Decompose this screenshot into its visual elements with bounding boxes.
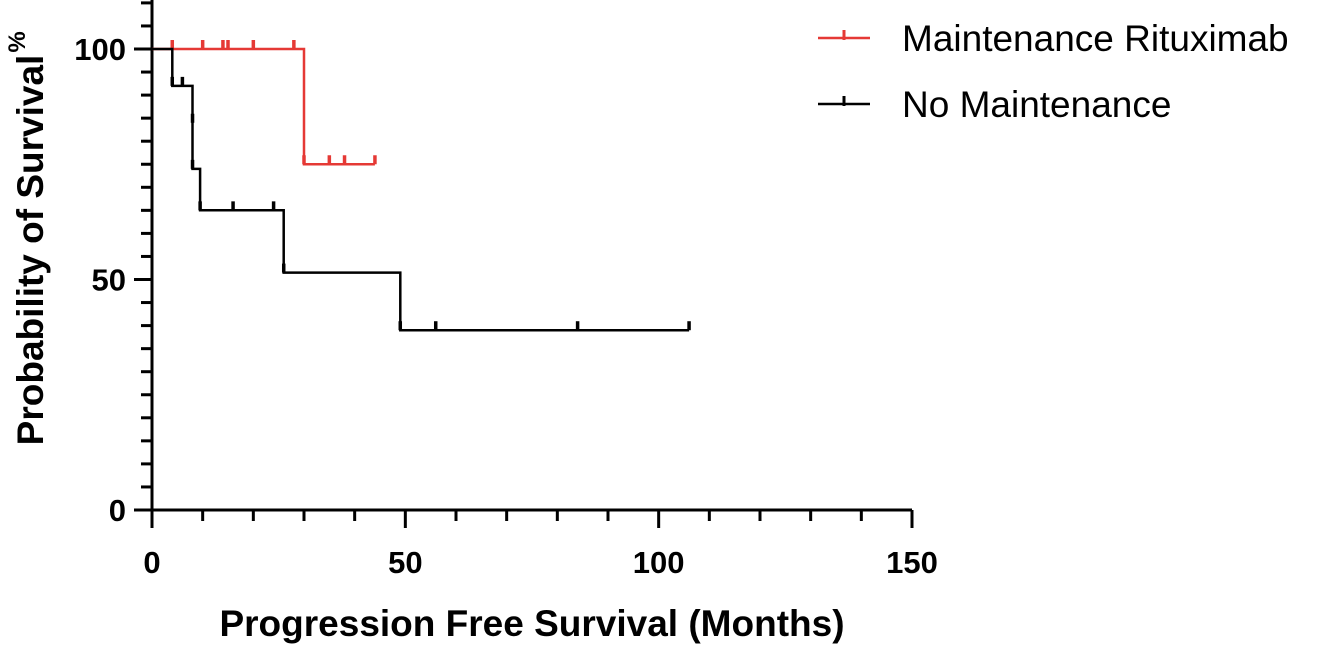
x-axis-title: Progression Free Survival (Months): [219, 603, 844, 644]
survival-curve-no-maintenance: [152, 47, 690, 332]
y-tick-label: 0: [109, 493, 126, 528]
y-tick-label: 100: [74, 32, 126, 67]
x-tick-label: 100: [633, 545, 685, 580]
legend: Maintenance Rituximab No Maintenance: [818, 18, 1289, 125]
legend-item-maintenance-rituximab[interactable]: Maintenance Rituximab: [818, 18, 1289, 59]
legend-label-maintenance-rituximab: Maintenance Rituximab: [902, 18, 1289, 59]
survival-curve-maintenance-rituximab: [152, 47, 375, 166]
series-layer: [152, 40, 691, 332]
y-axis-unit: %: [4, 31, 31, 52]
axes: 0 50 100 150 0 50 100: [74, 0, 938, 580]
x-tick-label: 50: [388, 545, 422, 580]
legend-item-no-maintenance[interactable]: No Maintenance: [818, 84, 1171, 125]
y-axis-title: Probability of Survival: [10, 55, 51, 446]
series-no-maintenance: [152, 47, 691, 332]
x-tick-label: 0: [143, 545, 160, 580]
series-maintenance-rituximab: [152, 40, 377, 166]
y-tick-label: 50: [92, 263, 126, 298]
legend-label-no-maintenance: No Maintenance: [902, 84, 1171, 125]
x-tick-label: 150: [886, 545, 938, 580]
